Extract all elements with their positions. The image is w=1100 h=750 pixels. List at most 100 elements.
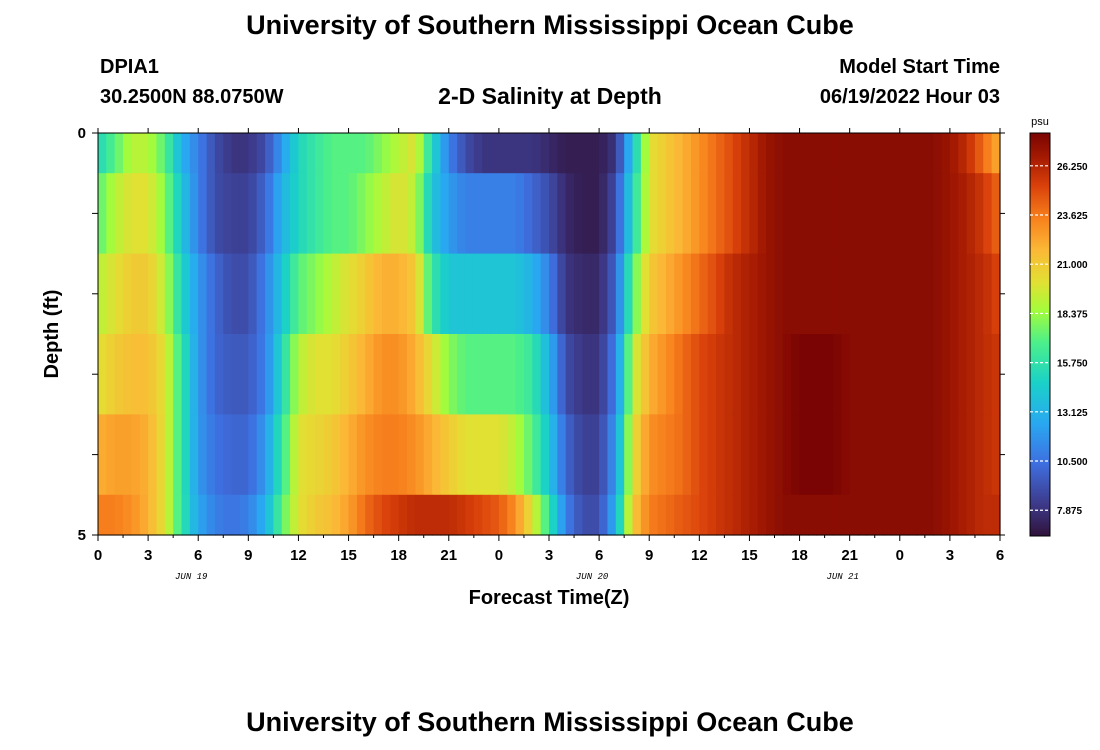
heatmap-cell (674, 414, 684, 496)
heatmap-cell (365, 133, 375, 174)
heatmap-cell (958, 334, 968, 415)
heatmap-cell (974, 494, 984, 536)
heatmap-cell (941, 133, 951, 174)
heatmap-cell (398, 253, 408, 335)
heatmap-cell (356, 334, 366, 415)
heatmap-cell (465, 334, 475, 415)
heatmap-cell (490, 173, 500, 255)
colorbar-tick-label: 13.125 (1057, 408, 1088, 419)
heatmap-cell (348, 253, 358, 335)
heatmap-cell (465, 253, 475, 335)
heatmap-cell (281, 334, 291, 415)
heatmap-cell (949, 494, 959, 536)
heatmap-cell (557, 494, 567, 536)
heatmap-cell (98, 133, 107, 174)
heatmap-cell (473, 414, 483, 496)
heatmap-cell (924, 334, 934, 415)
heatmap-cell (832, 253, 842, 335)
heatmap-cell (841, 173, 851, 255)
heatmap-cell (164, 133, 174, 174)
date-label: JUN 21 (826, 572, 858, 582)
heatmap-cell (883, 173, 893, 255)
x-tick-label: 18 (791, 547, 808, 564)
heatmap-cell (891, 414, 901, 496)
heatmap-cell (331, 414, 341, 496)
heatmap-cell (206, 494, 216, 536)
heatmap-cell (590, 334, 600, 415)
heatmap-cell (749, 334, 759, 415)
heatmap-cell (214, 133, 224, 174)
heatmap-cell (716, 494, 725, 536)
heatmap-cell (807, 414, 817, 496)
heatmap-cell (148, 253, 158, 335)
heatmap-cell (916, 253, 926, 335)
heatmap-cell (549, 253, 558, 335)
heatmap-cell (398, 494, 408, 536)
heatmap-cell (966, 253, 976, 335)
heatmap-cell (924, 253, 934, 335)
heatmap-cell (699, 334, 709, 415)
heatmap-cell (189, 494, 199, 536)
heatmap-cell (323, 173, 333, 255)
heatmap-cell (448, 334, 458, 415)
heatmap-cell (883, 253, 893, 335)
heatmap-cell (231, 173, 241, 255)
heatmap-cell (281, 133, 291, 174)
heatmap-cell (908, 414, 918, 496)
heatmap-cell (707, 133, 717, 174)
heatmap-cell (164, 334, 174, 415)
heatmap-cell (523, 494, 533, 536)
heatmap-cell (448, 253, 458, 335)
heatmap-cell (465, 133, 475, 174)
heatmap-cell (214, 173, 224, 255)
heatmap-cell (916, 173, 926, 255)
heatmap-cell (164, 253, 174, 335)
heatmap-cell (649, 253, 659, 335)
heatmap-cell (716, 414, 725, 496)
heatmap-cell (515, 173, 525, 255)
heatmap-cell (189, 133, 199, 174)
heatmap-cell (348, 334, 358, 415)
heatmap-cell (523, 414, 533, 496)
heatmap-cell (440, 494, 450, 536)
heatmap-cell (782, 133, 792, 174)
heatmap-cell (699, 253, 709, 335)
heatmap-cell (507, 414, 517, 496)
heatmap-cell (933, 334, 943, 415)
heatmap-cell (381, 253, 391, 335)
heatmap-cell (415, 334, 425, 415)
heatmap-cell (348, 414, 358, 496)
colorbar-unit: psu (1031, 116, 1049, 128)
heatmap-cell (858, 334, 867, 415)
heatmap-cell (373, 253, 383, 335)
heatmap-cell (766, 334, 776, 415)
heatmap-cell (473, 494, 483, 536)
heatmap-cell (315, 334, 325, 415)
heatmap-cell (991, 253, 1001, 335)
heatmap-cell (482, 173, 492, 255)
heatmap-cell (432, 414, 442, 496)
heatmap-cell (665, 494, 675, 536)
heatmap-cell (607, 173, 617, 255)
heatmap-cell (949, 133, 959, 174)
heatmap-cell (448, 414, 458, 496)
heatmap-cell (724, 253, 734, 335)
heatmap-cell (373, 414, 383, 496)
heatmap-cell (256, 133, 266, 174)
heatmap-cell (741, 494, 751, 536)
heatmap-cell (373, 494, 383, 536)
heatmap-cell (624, 133, 634, 174)
heatmap-cell (791, 494, 801, 536)
heatmap-cell (223, 253, 233, 335)
heatmap-cell (724, 173, 734, 255)
heatmap-cell (807, 334, 817, 415)
heatmap-cell (866, 414, 876, 496)
heatmap-cell (841, 253, 851, 335)
heatmap-cell (841, 494, 851, 536)
heatmap-cell (866, 173, 876, 255)
heatmap-cell (482, 334, 492, 415)
heatmap-cell (607, 133, 617, 174)
heatmap-cell (874, 253, 884, 335)
heatmap-cell (908, 133, 918, 174)
heatmap-cell (649, 173, 659, 255)
